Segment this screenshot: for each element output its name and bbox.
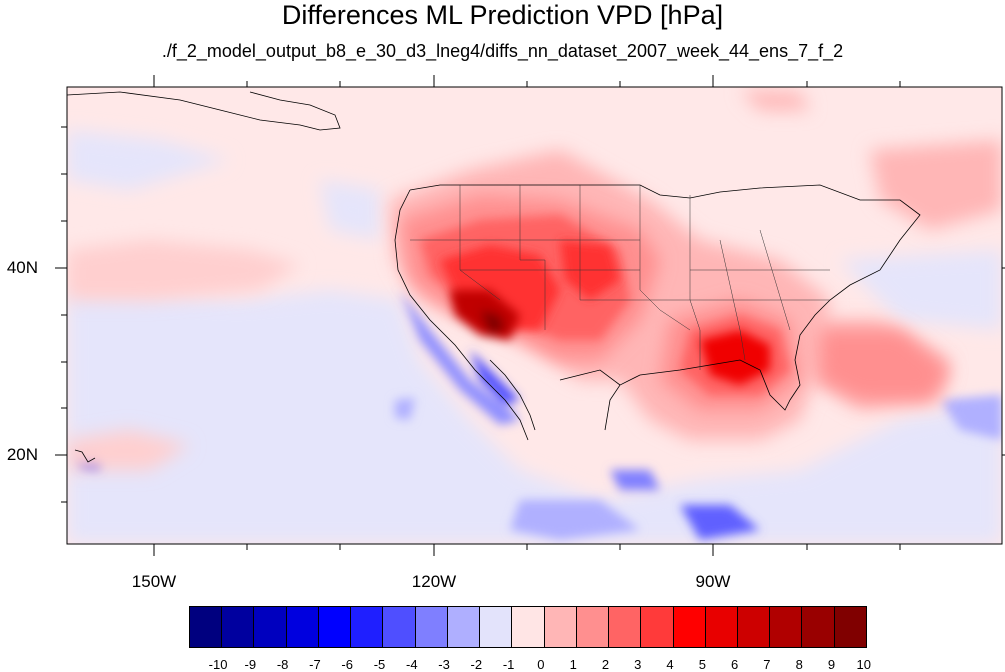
colorbar-tick-label: 6 bbox=[731, 657, 739, 672]
colorbar-box bbox=[190, 607, 223, 647]
lon-label-90w: 90W bbox=[695, 572, 731, 591]
colorbar-box bbox=[222, 607, 255, 647]
colorbar-tick-label: 1 bbox=[569, 657, 577, 672]
colorbar-box bbox=[286, 607, 319, 647]
map-ticks bbox=[55, 75, 1005, 556]
colorbar-tick-label: 9 bbox=[827, 657, 836, 672]
colorbar-tick-label: 2 bbox=[601, 657, 610, 672]
colorbar-box bbox=[415, 607, 448, 647]
colorbar-tick-label: 8 bbox=[795, 657, 803, 672]
colorbar-box bbox=[480, 607, 513, 647]
colorbar-tick-label: -8 bbox=[276, 657, 289, 672]
colorbar-tick-label: -9 bbox=[244, 657, 257, 672]
colorbar-tick-label: -4 bbox=[405, 657, 418, 672]
colorbar-tick-label: -10 bbox=[208, 657, 228, 672]
colorbar-box bbox=[834, 607, 866, 647]
colorbar-box bbox=[641, 607, 674, 647]
colorbar-box bbox=[705, 607, 738, 647]
colorbar-tick-label: -6 bbox=[341, 657, 353, 672]
lat-label-20n: 20N bbox=[6, 445, 38, 464]
colorbar-box bbox=[802, 607, 835, 647]
colorbar-box bbox=[512, 607, 545, 647]
colorbar-tick-label: 0 bbox=[537, 657, 545, 672]
map-title: Differences ML Prediction VPD [hPa] bbox=[281, 0, 724, 30]
colorbar-tick-label: 7 bbox=[763, 657, 771, 672]
colorbar-box bbox=[383, 607, 416, 647]
lon-label-120w: 120W bbox=[411, 572, 457, 591]
colorbar-box bbox=[351, 607, 384, 647]
colorbar-tick-label: -1 bbox=[502, 657, 515, 672]
colorbar-box bbox=[544, 607, 577, 647]
colorbar-box bbox=[737, 607, 771, 647]
state-borders bbox=[410, 185, 830, 370]
colorbar-box bbox=[609, 607, 642, 647]
colorbar bbox=[189, 606, 867, 648]
vpd-difference-map bbox=[55, 75, 1005, 556]
colorbar-tick-label: -7 bbox=[309, 657, 321, 672]
colorbar-box bbox=[447, 607, 481, 647]
colorbar-tick-label: 5 bbox=[698, 657, 706, 672]
colorbar-tick-label: -3 bbox=[438, 657, 450, 672]
colorbar-box bbox=[576, 607, 610, 647]
colorbar-box bbox=[254, 607, 287, 647]
difference-field bbox=[67, 87, 1002, 544]
colorbar-tick-label: -2 bbox=[470, 657, 483, 672]
colorbar-tick-label: -5 bbox=[373, 657, 386, 672]
map-subtitle: ./f_2_model_output_b8_e_30_d3_lneg4/diff… bbox=[161, 41, 844, 61]
colorbar-tick-label: 4 bbox=[666, 657, 674, 672]
lat-label-40n: 40N bbox=[6, 258, 38, 277]
colorbar-tick-label: 3 bbox=[634, 657, 642, 672]
colorbar-box bbox=[673, 607, 706, 647]
colorbar-box bbox=[770, 607, 803, 647]
colorbar-tick-label: 10 bbox=[856, 657, 871, 672]
colorbar-box bbox=[318, 607, 352, 647]
lon-label-150w: 150W bbox=[131, 572, 177, 591]
